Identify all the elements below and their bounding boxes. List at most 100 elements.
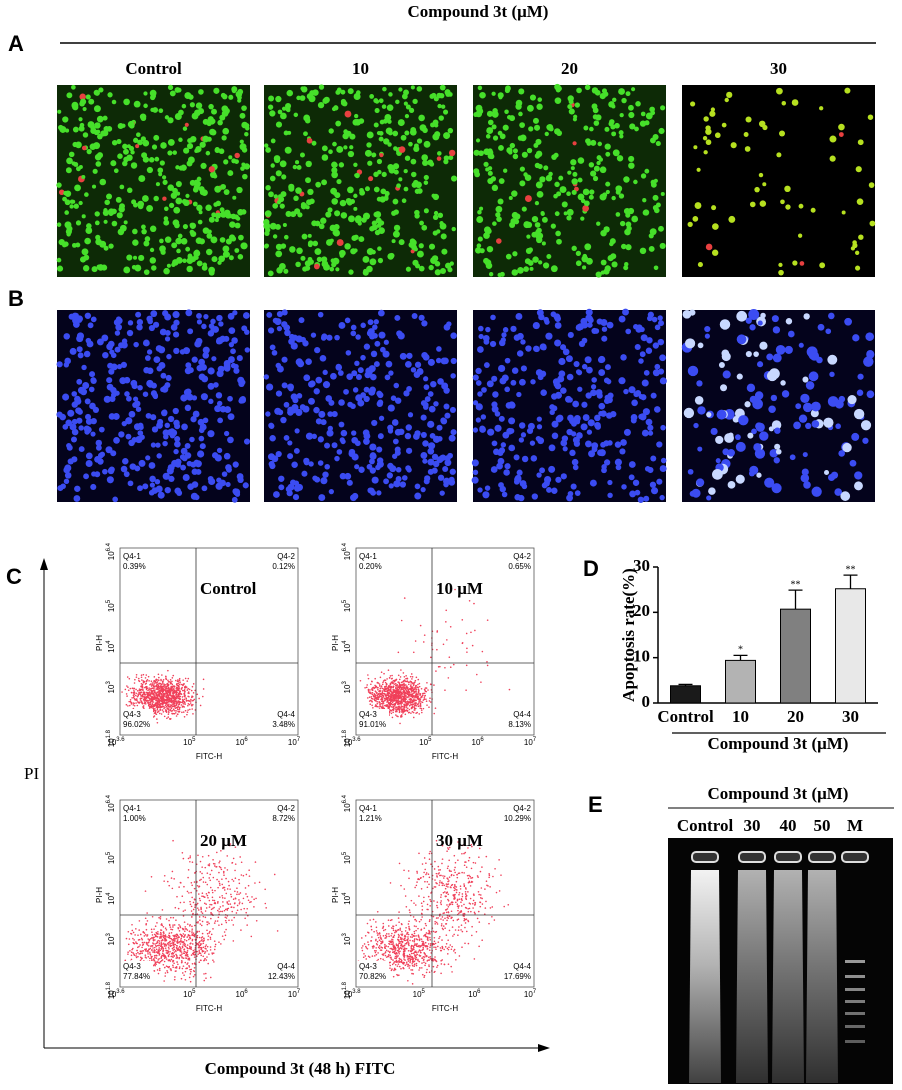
event [147, 953, 149, 955]
cell [270, 345, 276, 351]
cell [90, 484, 96, 490]
cell [624, 429, 631, 436]
cell [525, 195, 532, 202]
cell [334, 456, 339, 461]
cell [749, 471, 755, 477]
cell [473, 470, 478, 475]
cell [395, 450, 401, 456]
event [237, 905, 239, 907]
cell [447, 267, 452, 272]
cell [532, 493, 538, 499]
cell [72, 142, 77, 147]
micrograph [57, 85, 250, 277]
event [374, 694, 376, 696]
event [376, 695, 378, 697]
cell [406, 267, 411, 272]
cell [429, 244, 435, 250]
cell [153, 135, 159, 141]
event [383, 688, 385, 690]
event [405, 681, 407, 683]
event [168, 948, 170, 950]
event [172, 710, 174, 712]
cell [166, 354, 171, 359]
cell [190, 416, 196, 422]
cell [867, 390, 875, 398]
cell [835, 423, 841, 429]
event [461, 619, 463, 621]
cell [429, 94, 434, 99]
cell [568, 332, 574, 338]
cell [315, 377, 322, 384]
event [185, 979, 187, 981]
cell [321, 256, 327, 262]
event [165, 710, 167, 712]
cell [201, 324, 206, 329]
cell [819, 262, 825, 268]
event [144, 687, 146, 689]
cell [868, 115, 873, 120]
cell [197, 365, 204, 372]
event [470, 632, 472, 634]
event [168, 712, 170, 714]
y-tick-label: 104 [106, 640, 117, 653]
cell [519, 379, 526, 386]
cell [439, 115, 444, 120]
cell [438, 475, 444, 481]
cell [181, 423, 188, 430]
event [180, 939, 182, 941]
event [172, 926, 174, 928]
tick-exponent: 1.8 [342, 729, 348, 738]
cell [228, 95, 233, 100]
cell [725, 98, 729, 102]
cell [156, 422, 163, 429]
cell [724, 433, 734, 443]
cell [382, 87, 387, 92]
cell [153, 356, 160, 363]
event [192, 713, 194, 715]
event [168, 687, 170, 689]
cell [715, 132, 721, 138]
event [162, 680, 164, 682]
cell [156, 182, 160, 186]
cell [296, 96, 301, 101]
event [384, 686, 386, 688]
event [184, 702, 186, 704]
cell [598, 356, 605, 363]
cell [582, 205, 589, 212]
event [211, 870, 213, 872]
cell [321, 179, 327, 185]
event [179, 684, 181, 686]
cell [566, 215, 571, 220]
event [159, 686, 161, 688]
cell [566, 191, 571, 196]
event [388, 707, 390, 709]
event [165, 676, 167, 678]
y-tick-label: 105 [342, 599, 353, 612]
cell [631, 216, 638, 223]
cell [744, 132, 749, 137]
cell [349, 450, 356, 457]
cell [221, 135, 226, 140]
cell [785, 346, 793, 354]
event [133, 689, 135, 691]
event [169, 681, 171, 683]
cell [155, 442, 160, 447]
cell [187, 328, 193, 334]
cell [272, 203, 278, 209]
cell [377, 457, 383, 463]
event [395, 709, 397, 711]
cell [503, 169, 507, 173]
cell [222, 246, 229, 253]
event [187, 696, 189, 698]
cell [168, 85, 173, 90]
cell [529, 267, 533, 271]
cell [494, 425, 501, 432]
cell [512, 212, 519, 219]
cell [493, 449, 500, 456]
cell [151, 442, 156, 447]
cell [420, 124, 427, 131]
event [217, 887, 219, 889]
event [168, 681, 170, 683]
cell [143, 367, 149, 373]
cell [825, 328, 831, 334]
